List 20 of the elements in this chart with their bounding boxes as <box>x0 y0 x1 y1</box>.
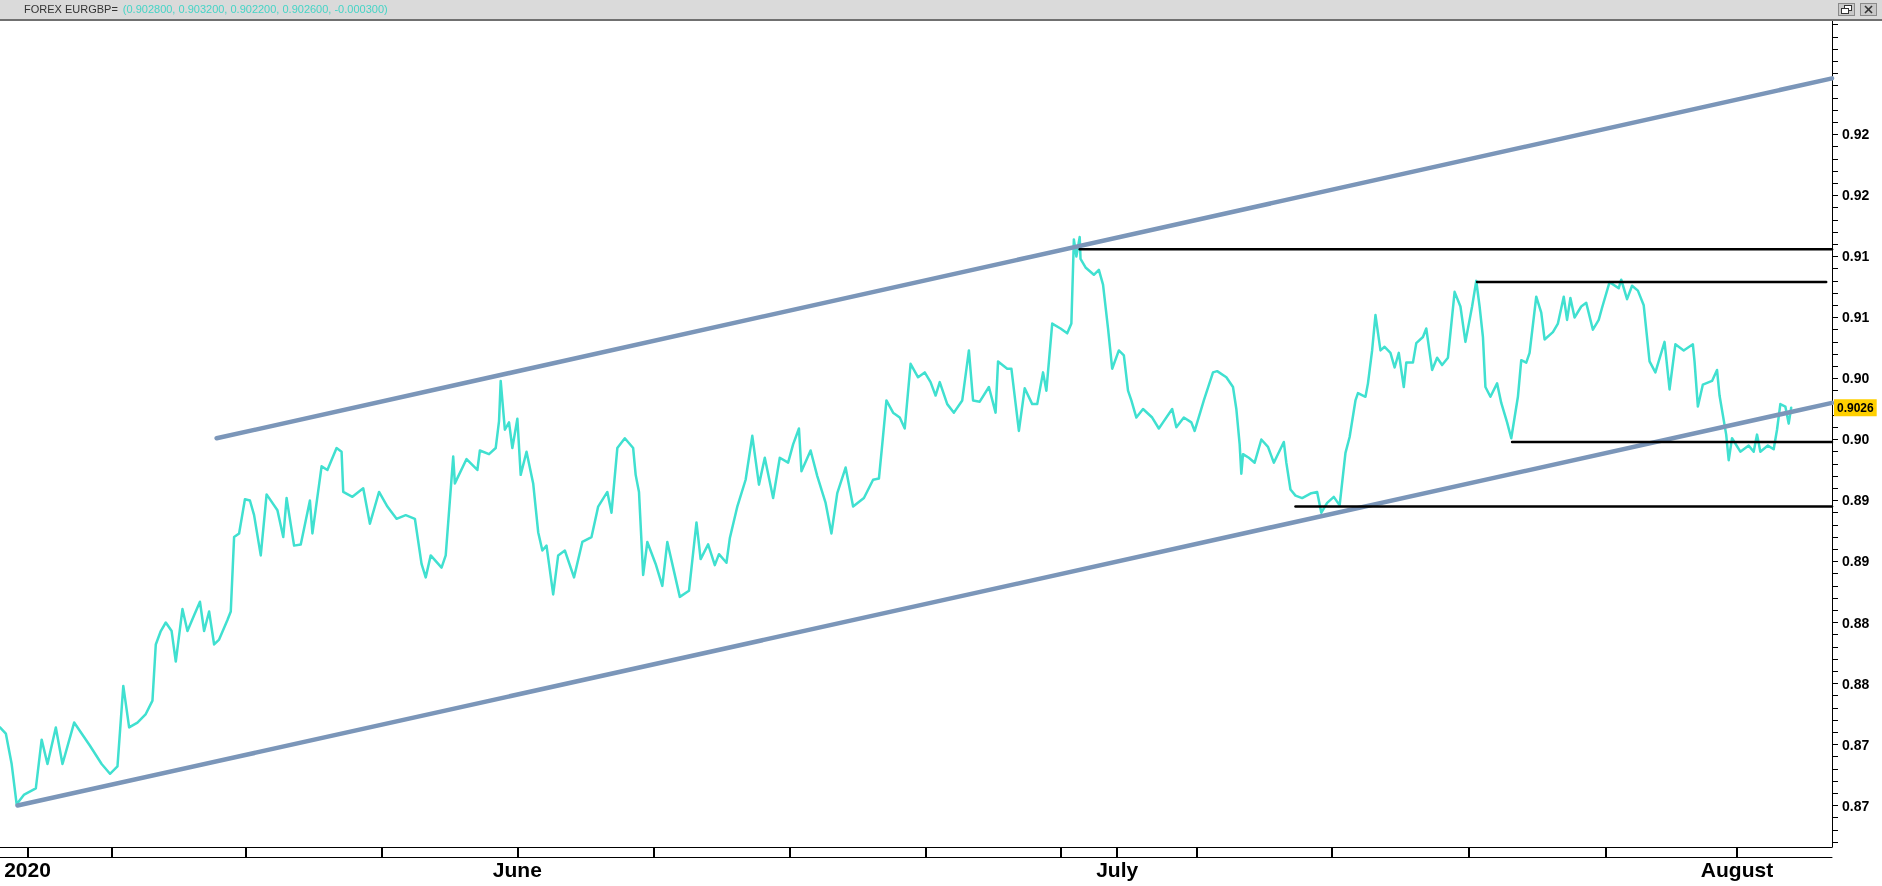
y-tick-label: 0.88 <box>1842 675 1870 692</box>
y-tick-label: 0.87 <box>1842 736 1870 753</box>
x-tick-label: July <box>1096 858 1139 881</box>
y-tick-label: 0.89 <box>1842 492 1870 509</box>
y-tick-label: 0.87 <box>1842 797 1870 814</box>
y-tick-label: 0.92 <box>1842 126 1870 143</box>
y-tick-label: 0.88 <box>1842 614 1870 631</box>
line-series <box>0 235 1793 806</box>
y-tick-label: 0.91 <box>1842 309 1870 326</box>
chart-subtitle: (0.902800, 0.903200, 0.902200, 0.902600, -0.000300) <box>122 3 388 15</box>
annotation: 0.9026 <box>1837 400 1875 415</box>
y-tick-label: 0.92 <box>1842 187 1870 204</box>
y-tick-label: 0.91 <box>1842 248 1870 265</box>
x-tick-label: 2020 <box>4 858 51 881</box>
y-tick-label: 0.90 <box>1842 370 1870 387</box>
x-tick-label: August <box>1700 858 1774 881</box>
y-tick-label: 0.89 <box>1842 553 1870 570</box>
chart-title: FOREX EURGBP= <box>24 3 118 15</box>
x-tick-label: June <box>492 858 542 881</box>
y-tick-label: 0.90 <box>1842 431 1870 448</box>
